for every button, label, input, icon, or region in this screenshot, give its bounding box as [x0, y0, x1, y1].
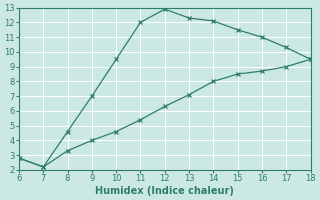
X-axis label: Humidex (Indice chaleur): Humidex (Indice chaleur): [95, 186, 234, 196]
